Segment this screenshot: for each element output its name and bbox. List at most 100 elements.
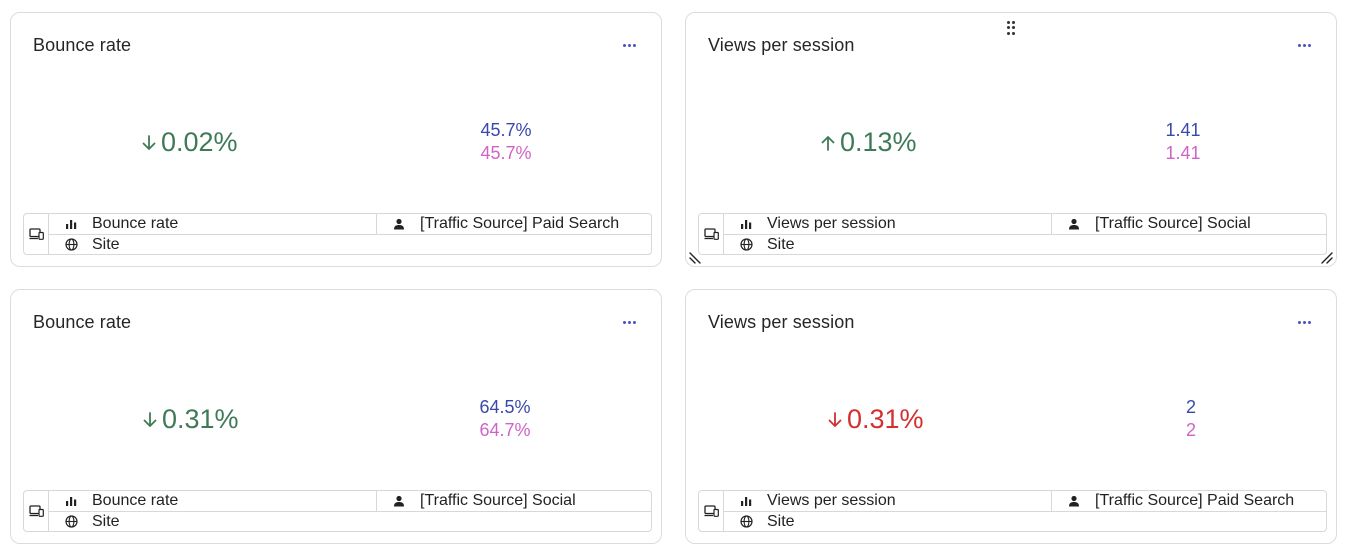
segment-chip[interactable]: [Traffic Source] Social xyxy=(1052,214,1251,234)
scope-chip[interactable]: Site xyxy=(49,235,120,254)
metric-card-bounce-rate-paid-search: Bounce rate 0.02% 45.7% 45.7% Bounce rat… xyxy=(10,12,662,267)
more-options-button[interactable] xyxy=(1294,314,1314,330)
drag-handle-icon[interactable] xyxy=(1007,21,1017,35)
filter-bar: Bounce rate [Traffic Source] Paid Search… xyxy=(23,213,652,255)
more-options-button[interactable] xyxy=(1294,37,1314,53)
filter-row-scope: Site xyxy=(49,235,651,254)
filter-row-scope: Site xyxy=(724,512,1326,531)
change-value: 0.13% xyxy=(840,127,917,157)
card-title: Views per session xyxy=(708,312,855,332)
scope-label: Site xyxy=(92,512,120,530)
globe-icon xyxy=(739,238,753,252)
more-horizontal-icon xyxy=(622,43,636,47)
more-options-button[interactable] xyxy=(619,37,639,53)
globe-icon xyxy=(64,238,78,252)
filter-row-scope: Site xyxy=(49,512,651,531)
current-value: 45.7% xyxy=(480,120,532,140)
segment-chip[interactable]: [Traffic Source] Paid Search xyxy=(1052,491,1294,511)
current-value: 2 xyxy=(1185,397,1196,417)
card-title: Bounce rate xyxy=(33,312,132,332)
bar-chart-icon xyxy=(64,494,78,508)
arrow-down-icon xyxy=(142,134,156,150)
current-value: 1.41 xyxy=(1165,120,1201,140)
devices-icon xyxy=(28,228,44,240)
metric-label: Bounce rate xyxy=(92,215,179,232)
comparison-values: 1.41 1.41 xyxy=(1123,119,1243,165)
previous-value: 1.41 xyxy=(1165,143,1201,163)
comparison-values: 64.5% 64.7% xyxy=(445,396,565,442)
more-options-button[interactable] xyxy=(619,314,639,330)
globe-icon xyxy=(739,515,753,529)
filter-divider xyxy=(1051,491,1052,512)
devices-icon xyxy=(703,505,719,517)
device-filter-button[interactable] xyxy=(24,214,49,254)
segment-label: [Traffic Source] Paid Search xyxy=(420,215,620,232)
resize-handle-left-icon[interactable] xyxy=(688,250,702,264)
filter-divider xyxy=(376,491,377,512)
metric-label: Bounce rate xyxy=(92,492,179,509)
arrow-down-icon xyxy=(143,411,157,427)
filter-bar: Bounce rate [Traffic Source] Social Site xyxy=(23,490,652,532)
filter-bar: Views per session [Traffic Source] Paid … xyxy=(698,490,1327,532)
scope-label: Site xyxy=(92,235,120,253)
previous-value: 45.7% xyxy=(480,143,532,163)
device-filter-button[interactable] xyxy=(699,491,724,531)
metric-label: Views per session xyxy=(767,492,896,509)
change-value: 0.31% xyxy=(847,404,924,434)
filter-bar: Views per session [Traffic Source] Socia… xyxy=(698,213,1327,255)
current-value: 64.5% xyxy=(479,397,531,417)
metric-chip[interactable]: Bounce rate xyxy=(49,214,178,234)
segment-label: [Traffic Source] Paid Search xyxy=(1095,492,1295,509)
change-indicator: 0.02% xyxy=(141,127,238,158)
bar-chart-icon xyxy=(64,217,78,231)
metric-card-views-per-session-social: Views per session 0.13% 1.41 1.41 Views … xyxy=(685,12,1337,267)
filter-divider xyxy=(1051,214,1052,235)
metric-card-bounce-rate-social: Bounce rate 0.31% 64.5% 64.7% Bounce rat… xyxy=(10,289,662,544)
change-indicator: 0.31% xyxy=(827,404,924,435)
scope-chip[interactable]: Site xyxy=(49,512,120,531)
metric-label: Views per session xyxy=(767,215,896,232)
bar-chart-icon xyxy=(739,217,753,231)
arrow-down-icon xyxy=(828,411,842,427)
comparison-values: 2 2 xyxy=(1131,396,1251,442)
more-horizontal-icon xyxy=(622,320,636,324)
devices-icon xyxy=(703,228,719,240)
filter-divider xyxy=(376,214,377,235)
card-title: Views per session xyxy=(708,35,855,55)
more-horizontal-icon xyxy=(1297,43,1311,47)
person-icon xyxy=(1067,494,1081,508)
device-filter-button[interactable] xyxy=(699,214,724,254)
metric-chip[interactable]: Views per session xyxy=(724,214,896,234)
filter-row-metric-segment: Bounce rate [Traffic Source] Social xyxy=(49,491,651,512)
globe-icon xyxy=(64,515,78,529)
change-value: 0.02% xyxy=(161,127,238,157)
scope-chip[interactable]: Site xyxy=(724,235,795,254)
change-indicator: 0.13% xyxy=(820,127,917,158)
filter-row-scope: Site xyxy=(724,235,1326,254)
resize-handle-right-icon[interactable] xyxy=(1320,250,1334,264)
arrow-up-icon xyxy=(821,135,835,151)
change-indicator: 0.31% xyxy=(142,404,239,435)
comparison-values: 45.7% 45.7% xyxy=(446,119,566,165)
card-title: Bounce rate xyxy=(33,35,132,55)
segment-chip[interactable]: [Traffic Source] Social xyxy=(377,491,576,511)
metric-chip[interactable]: Bounce rate xyxy=(49,491,178,511)
filter-row-metric-segment: Views per session [Traffic Source] Paid … xyxy=(724,491,1326,512)
segment-label: [Traffic Source] Social xyxy=(1095,215,1251,232)
change-value: 0.31% xyxy=(162,404,239,434)
metric-chip[interactable]: Views per session xyxy=(724,491,896,511)
previous-value: 64.7% xyxy=(479,420,531,440)
scope-label: Site xyxy=(767,512,795,530)
segment-label: [Traffic Source] Social xyxy=(420,492,576,509)
scope-label: Site xyxy=(767,235,795,253)
bar-chart-icon xyxy=(739,494,753,508)
more-horizontal-icon xyxy=(1297,320,1311,324)
devices-icon xyxy=(28,505,44,517)
filter-row-metric-segment: Views per session [Traffic Source] Socia… xyxy=(724,214,1326,235)
scope-chip[interactable]: Site xyxy=(724,512,795,531)
previous-value: 2 xyxy=(1185,420,1196,440)
device-filter-button[interactable] xyxy=(24,491,49,531)
segment-chip[interactable]: [Traffic Source] Paid Search xyxy=(377,214,619,234)
person-icon xyxy=(392,217,406,231)
metric-card-views-per-session-paid-search: Views per session 0.31% 2 2 Views per se… xyxy=(685,289,1337,544)
